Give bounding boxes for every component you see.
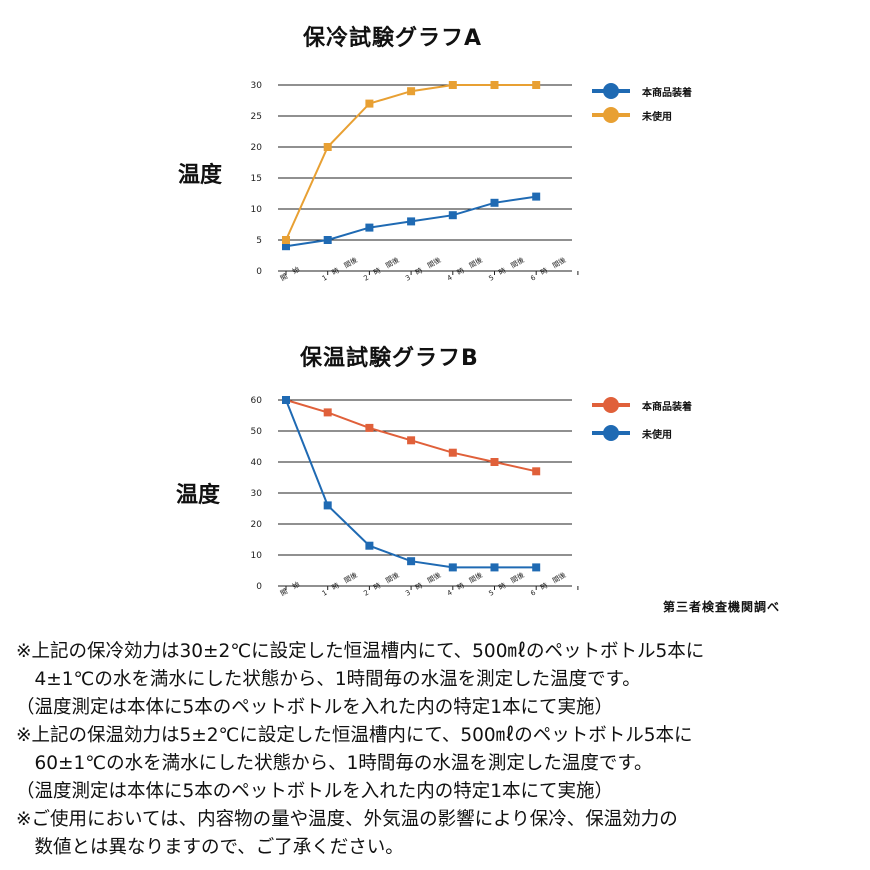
legend-label: 本商品装着 (642, 402, 692, 413)
chart-b-title: 保温試験グラフB (300, 346, 479, 371)
note-line: （温度測定は本体に5本のペットボトルを入れた内の特定1本にて実施） (16, 781, 614, 802)
note-line: 数値とは異なりますので、ご了承ください。 (16, 837, 404, 858)
y-tick-label: 10 (251, 205, 263, 215)
y-tick-label: 20 (251, 520, 263, 530)
note-line: ※ご使用においては、内容物の量や温度、外気温の影響により保冷、保温効力の (16, 809, 678, 830)
data-point (532, 192, 541, 201)
x-tick-label: 5 時 間後 (487, 570, 526, 598)
data-point (407, 436, 416, 445)
chart-a-title: 保冷試験グラフA (303, 26, 483, 51)
y-tick-label: 5 (256, 236, 262, 246)
chart-a-ylabel: 温度 (178, 163, 223, 188)
y-tick-label: 30 (251, 81, 263, 91)
y-tick-label: 60 (251, 396, 263, 406)
data-point (490, 198, 499, 207)
y-tick-label: 15 (251, 174, 262, 184)
x-tick-label: 3 時 間後 (404, 570, 443, 598)
series-line (285, 399, 537, 569)
legend-label: 未使用 (642, 112, 672, 123)
y-tick-label: 20 (251, 143, 263, 153)
data-point (365, 99, 374, 108)
data-point (532, 467, 541, 476)
legend-dot-icon (603, 83, 619, 99)
y-tick-label: 10 (251, 551, 263, 561)
legend-dot-icon (603, 107, 619, 123)
data-point (448, 211, 457, 220)
data-point (282, 236, 290, 244)
data-point (448, 563, 457, 572)
note-line: （温度測定は本体に5本のペットボトルを入れた内の特定1本にて実施） (16, 697, 614, 718)
legend-dot-icon (603, 425, 619, 441)
note-line: ※上記の保温効力は5±2℃に設定した恒温槽内にて、500㎖のペットボトル5本に (16, 725, 693, 746)
legend-dot-icon (603, 397, 619, 413)
data-point (323, 236, 332, 244)
data-point (407, 557, 416, 566)
y-tick-label: 30 (251, 489, 263, 499)
chart-b-ylabel: 温度 (176, 483, 221, 508)
x-tick-label: 6 時 間後 (529, 570, 568, 598)
data-point (448, 81, 457, 89)
data-point (407, 87, 416, 96)
data-point (407, 217, 416, 226)
x-tick-label: 4 時 間後 (445, 570, 484, 598)
legend-label: 本商品装着 (642, 88, 692, 99)
source-note: 第三者検査機関調べ (663, 600, 781, 614)
notes: ※上記の保冷効力は30±2℃に設定した恒温槽内にて、500㎖のペットボトル5本に… (16, 638, 866, 862)
data-point (448, 448, 457, 457)
data-point (323, 143, 332, 151)
data-point (490, 458, 499, 466)
y-tick-label: 0 (256, 582, 262, 592)
data-point (282, 396, 290, 404)
note-line: ※上記の保冷効力は30±2℃に設定した恒温槽内にて、500㎖のペットボトル5本に (16, 641, 705, 662)
data-point (365, 423, 374, 432)
series-line (285, 399, 537, 473)
data-point (323, 501, 332, 510)
y-tick-label: 40 (251, 458, 263, 468)
y-tick-label: 0 (256, 267, 262, 277)
note-line: 60±1℃の水を満水にした状態から、1時間毎の水温を測定した温度です。 (16, 753, 653, 774)
data-point (323, 408, 332, 417)
x-tick-label: 開 始 (279, 579, 302, 597)
chart-b: 0 10 20 30 40 50 60 開 始 1 時 間後 2 時 間後 3 時 間後 4 時 間後… (251, 396, 579, 598)
y-tick-label: 50 (251, 427, 263, 437)
data-point (532, 81, 541, 89)
data-point (282, 242, 290, 251)
data-point (365, 223, 374, 232)
y-tick-label: 25 (251, 112, 262, 122)
x-tick-label: 2 時 間後 (362, 570, 401, 598)
data-point (490, 563, 499, 572)
data-point (365, 541, 374, 550)
note-line: 4±1℃の水を満水にした状態から、1時間毎の水温を測定した温度です。 (16, 669, 641, 690)
legend-label: 未使用 (642, 430, 672, 441)
x-tick-label: 1 時 間後 (320, 570, 359, 598)
data-point (490, 81, 499, 89)
data-point (532, 563, 541, 572)
